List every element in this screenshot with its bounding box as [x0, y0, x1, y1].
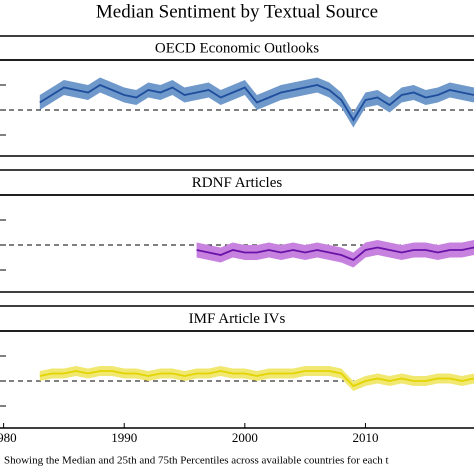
x-tick-label: 1990 — [111, 430, 137, 445]
panel-header — [0, 35, 474, 61]
x-tick-label: 1980 — [0, 430, 17, 445]
panel-frame — [0, 194, 474, 293]
caption: Showing the Median and 25th and 75th Per… — [4, 455, 389, 467]
panel-title: OECD Economic Outlooks — [155, 40, 319, 56]
panel-frame — [0, 330, 474, 429]
median-line — [39, 83, 474, 122]
panel-frame — [0, 59, 474, 157]
panel-title: RDNF Articles — [192, 175, 283, 191]
median-line — [196, 246, 474, 262]
percentile-band — [39, 366, 474, 391]
median-line — [39, 370, 474, 388]
chart-title: Median Sentiment by Textual Source — [96, 1, 378, 22]
x-tick-label: 2010 — [352, 430, 378, 445]
x-tick-label: 2000 — [232, 430, 258, 445]
panel-title: IMF Article IVs — [189, 311, 286, 327]
panel-header — [0, 169, 474, 196]
